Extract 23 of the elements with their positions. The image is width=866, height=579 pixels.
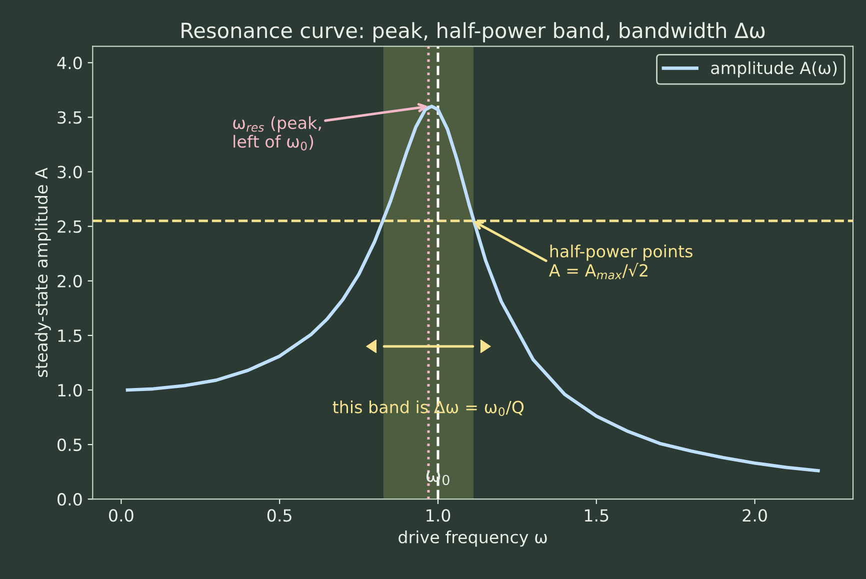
- y-tick-label: 2.0: [58, 274, 82, 288]
- y-tick-label: 1.5: [58, 330, 82, 342]
- legend-label: amplitude A(ω): [711, 61, 837, 78]
- x-tick-label: 0.0: [109, 509, 134, 522]
- x-tick-label: 1.0: [426, 509, 450, 522]
- y-tick-label: 3.5: [58, 111, 82, 124]
- annotation: half-power points A = A$_{max}$/√2: [549, 244, 692, 280]
- chart-title: Resonance curve: peak, half-power band, bandwidth Δω: [182, 22, 765, 42]
- x-tick-label: 2.0: [742, 509, 767, 522]
- y-tick-label: 0.0: [58, 493, 82, 506]
- x-tick-label: 1.5: [584, 509, 608, 522]
- y-tick-label: 0.5: [58, 438, 82, 452]
- y-tick-label: 1.0: [58, 384, 82, 397]
- x-tick-label: 0.5: [267, 509, 292, 522]
- ref-line-label: ω$_{0}$: [426, 471, 450, 486]
- y-tick-label: 2.5: [58, 220, 82, 233]
- y-axis-title: steady-state amplitude A: [34, 168, 51, 377]
- y-tick-label: 3.0: [58, 166, 82, 178]
- annotation: ω$_{res}$ (peak, left of ω$_{0}$): [233, 116, 321, 150]
- y-tick-label: 4.0: [57, 56, 82, 70]
- band-label: this band is Δω = ω$_{0}$/Q: [332, 400, 524, 416]
- line-series: [126, 104, 820, 472]
- x-axis-title: drive frequency ω: [398, 530, 547, 547]
